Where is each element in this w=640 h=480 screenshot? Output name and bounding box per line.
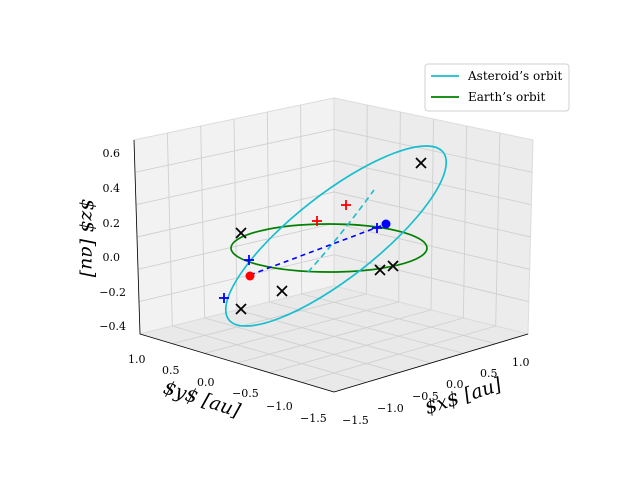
z-tick-label: 0.2 <box>103 217 121 230</box>
z-tick-label: −0.4 <box>99 320 126 333</box>
x-tick-label: 1.0 <box>512 356 530 369</box>
grid-line <box>137 222 335 270</box>
black-x-marker <box>374 264 386 276</box>
grid-line <box>333 222 530 270</box>
y-tick-label: 1.0 <box>128 353 146 366</box>
grid-line <box>135 160 335 206</box>
earth-orbit-line <box>230 223 428 273</box>
blue-dashed-line <box>249 223 387 276</box>
x-tick-label: −1.5 <box>342 414 369 427</box>
x-axis-spine <box>333 333 529 393</box>
grid-line <box>134 128 335 173</box>
blue-plus-marker <box>244 255 254 265</box>
grid <box>134 104 533 383</box>
z-tick-label: 0.6 <box>103 147 121 160</box>
y-tick-labels: 1.0 0.5 0.0 −0.5 −1.0 −1.5 <box>128 353 327 425</box>
z-axis-spine <box>133 139 141 335</box>
red-dot-marker <box>245 271 255 281</box>
red-plus-marker <box>312 216 322 226</box>
legend-label-earth: Earth’s orbit <box>468 90 545 104</box>
asteroid-dashed-arc <box>307 189 375 273</box>
grid-line <box>301 293 496 345</box>
legend-box <box>424 63 570 112</box>
y-axis-spine <box>139 333 335 393</box>
black-x-marker <box>387 260 399 272</box>
black-x-marker <box>276 285 288 297</box>
z-tick-label: 0.0 <box>103 251 121 264</box>
grid-line <box>333 160 532 206</box>
z-tick-label: 0.4 <box>103 182 121 195</box>
grid-line <box>136 191 335 238</box>
axes-panes <box>133 97 534 393</box>
y-tick-label: −1.5 <box>300 412 327 425</box>
blue-dot-marker <box>381 219 391 229</box>
z-tick-label: −0.2 <box>99 286 126 299</box>
blue-plus-marker <box>372 223 382 233</box>
black-x-marker <box>235 303 247 315</box>
z-axis-label: $z$ [au] <box>77 199 99 278</box>
plot-area <box>219 145 448 327</box>
y-tick-label: 0.5 <box>162 364 180 377</box>
blue-plus-marker <box>219 293 229 303</box>
z-tick-labels: −0.4 −0.2 0.0 0.2 0.4 0.6 <box>99 147 126 333</box>
grid-line <box>138 254 335 303</box>
grid-line <box>333 128 533 173</box>
asteroid-orbit-line <box>224 145 448 327</box>
red-plus-marker <box>341 200 351 210</box>
legend-label-asteroid: Asteroid’s orbit <box>467 69 562 83</box>
y-tick-label: −1.0 <box>266 400 293 413</box>
x-tick-label: −0.5 <box>412 390 439 403</box>
x-tick-label: 0.0 <box>446 378 464 391</box>
x-tick-label: −1.0 <box>377 402 404 415</box>
grid-line <box>333 254 529 303</box>
legend: Asteroid’s orbit Earth’s orbit <box>424 63 570 112</box>
x-tick-label: 0.5 <box>480 367 498 380</box>
x-tick-labels: −1.5 −1.0 −0.5 0.0 0.5 1.0 <box>342 356 530 427</box>
y-tick-label: 0.0 <box>197 376 215 389</box>
black-x-marker <box>235 227 247 239</box>
axis-spines <box>133 139 529 393</box>
y-tick-label: −0.5 <box>232 387 259 400</box>
black-x-marker <box>415 157 427 169</box>
